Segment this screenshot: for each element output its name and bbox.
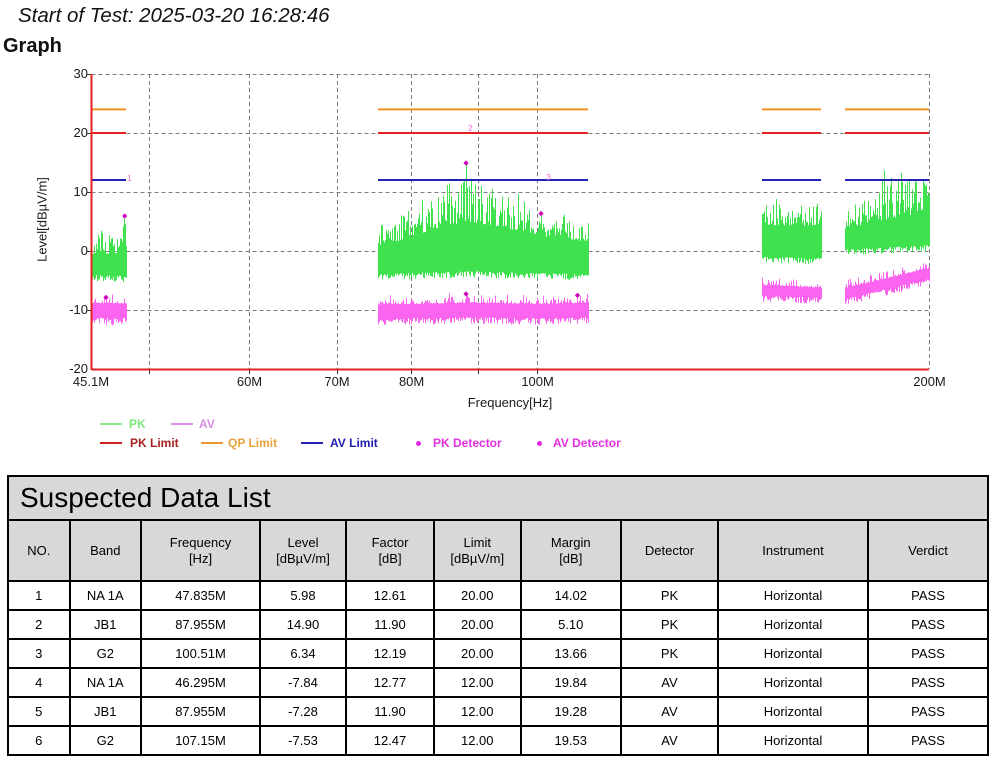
svg-text:1: 1 [127, 173, 132, 183]
svg-text:3: 3 [546, 172, 551, 182]
svg-text:2: 2 [468, 123, 473, 133]
